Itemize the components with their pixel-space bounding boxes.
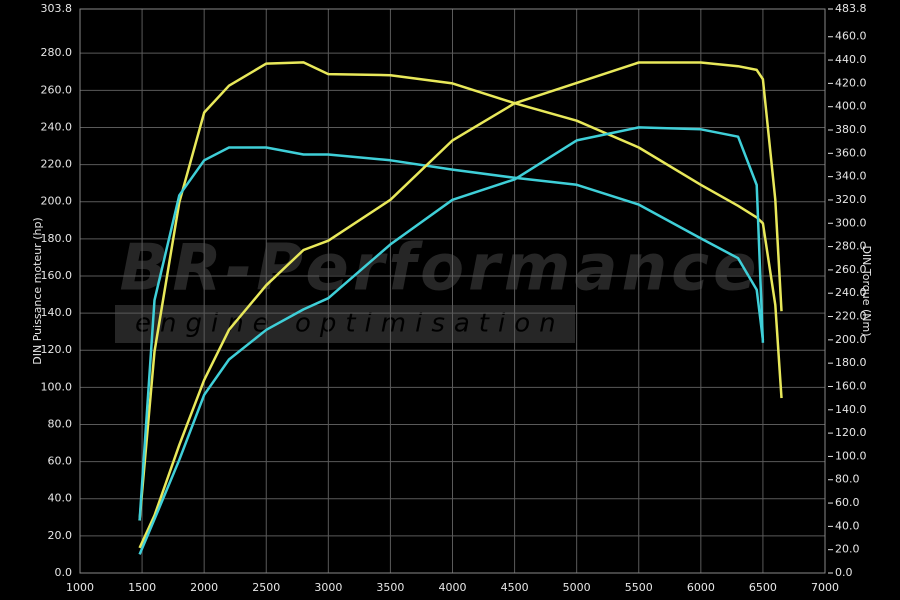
x-tick-label: 3500	[376, 581, 404, 594]
y2-tick-label: 300.0	[835, 216, 867, 229]
y2-tick-label: 483.8	[835, 2, 867, 15]
y2-tick-label: 400.0	[835, 100, 867, 113]
y2-tick-label: 60.0	[835, 496, 860, 509]
y-tick-label: 160.0	[41, 269, 73, 282]
y2-tick-label: 440.0	[835, 53, 867, 66]
y-tick-label: 20.0	[48, 529, 73, 542]
x-tick-label: 1500	[128, 581, 156, 594]
y-tick-label: 200.0	[41, 195, 73, 208]
data-line	[138, 61, 783, 549]
x-tick-label: 5500	[625, 581, 653, 594]
y-tick-label: 260.0	[41, 83, 73, 96]
x-tick-label: 5000	[563, 581, 591, 594]
y2-tick-label: 220.0	[835, 310, 867, 323]
y-tick-label: 240.0	[41, 120, 73, 133]
x-tick-label: 2000	[190, 581, 218, 594]
y-tick-label: 0.0	[55, 566, 73, 579]
y2-tick-label: 20.0	[835, 543, 860, 556]
watermark: BR-Performance	[120, 232, 761, 306]
y2-tick-label: 100.0	[835, 449, 867, 462]
plot-frame	[79, 8, 826, 574]
data-line	[138, 61, 783, 521]
y-tick-label: 80.0	[48, 417, 73, 430]
y-tick-label: 220.0	[41, 158, 73, 171]
data-line	[138, 126, 765, 555]
y2-tick-label: 460.0	[835, 30, 867, 43]
y-tick-label: 303.8	[41, 2, 73, 15]
y-tick-label: 60.0	[48, 455, 73, 468]
y2-tick-label: 420.0	[835, 76, 867, 89]
y2-tick-label: 160.0	[835, 379, 867, 392]
y2-tick-label: 0.0	[835, 566, 853, 579]
y2-tick-label: 80.0	[835, 473, 860, 486]
data-line	[138, 146, 765, 521]
y2-tick-label: 320.0	[835, 193, 867, 206]
y2-tick-label: 260.0	[835, 263, 867, 276]
y-tick-label: 140.0	[41, 306, 73, 319]
y2-tick-label: 380.0	[835, 123, 867, 136]
y-tick-label: 40.0	[48, 492, 73, 505]
y2-tick-label: 180.0	[835, 356, 867, 369]
y2-tick-label: 240.0	[835, 286, 867, 299]
y2-tick-label: 120.0	[835, 426, 867, 439]
x-tick-label: 4500	[501, 581, 529, 594]
y2-tick-label: 140.0	[835, 403, 867, 416]
y-tick-label: 120.0	[41, 343, 73, 356]
y-axis-title: DIN Puissance moteur (hp)	[31, 217, 44, 364]
y2-axis-title: DIN Torque (Nm)	[860, 245, 873, 336]
y-tick-label: 280.0	[41, 46, 73, 59]
x-tick-label: 4000	[439, 581, 467, 594]
x-tick-label: 6000	[687, 581, 715, 594]
y2-tick-label: 360.0	[835, 146, 867, 159]
y2-tick-label: 200.0	[835, 333, 867, 346]
y-tick-label: 100.0	[41, 380, 73, 393]
y-tick-label: 180.0	[41, 232, 73, 245]
y2-tick-label: 340.0	[835, 170, 867, 183]
x-tick-label: 1000	[66, 581, 94, 594]
x-tick-label: 3000	[314, 581, 342, 594]
y2-tick-label: 280.0	[835, 240, 867, 253]
x-tick-label: 6500	[749, 581, 777, 594]
x-tick-label: 2500	[252, 581, 280, 594]
x-tick-label: 7000	[811, 581, 839, 594]
y2-tick-label: 40.0	[835, 519, 860, 532]
watermark-band	[115, 305, 575, 343]
